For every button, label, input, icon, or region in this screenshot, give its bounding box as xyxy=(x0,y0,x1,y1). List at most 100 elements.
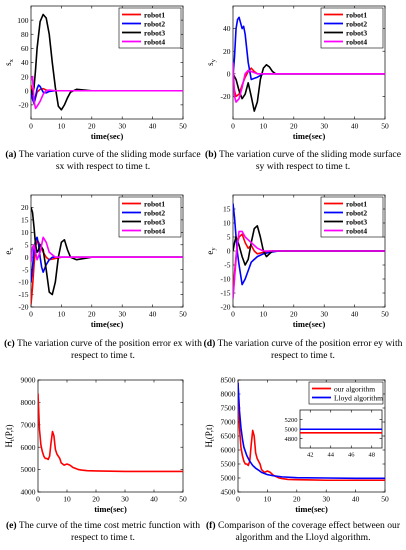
caption-e: (e) The curve of the time cost metric fu… xyxy=(3,520,203,543)
caption-d: (d) The variation curve of the position … xyxy=(203,338,403,361)
caption-text: The variation curve of the sliding mode … xyxy=(18,149,201,172)
x-tick-label: 50 xyxy=(179,122,187,131)
y-axis-label-sub: x xyxy=(8,58,15,62)
y-tick-label: 5000 xyxy=(21,465,36,474)
y-tick-label: 4500 xyxy=(221,488,236,497)
y-tick-label: 40 xyxy=(223,24,231,33)
y-tick-label: 5500 xyxy=(221,460,236,469)
y-tick-label: 6000 xyxy=(21,443,36,452)
y-tick-label: 7500 xyxy=(221,404,236,413)
chart-d: 0 10 20 30 40 50 -20 -15 -10 -5 0 5 10 15 time(sec) ey r… xyxy=(205,194,389,329)
series-line-our-algorithm xyxy=(238,382,385,482)
series-line-robot4 xyxy=(233,62,385,103)
y-tick-label: 5200 xyxy=(285,417,298,424)
x-axis-label: time(sec) xyxy=(91,131,124,141)
x-tick-label: 30 xyxy=(320,310,328,319)
y-tick-label: 0 xyxy=(227,247,231,256)
y-axis-label: ex xyxy=(3,247,15,255)
x-tick-label: 40 xyxy=(149,122,157,131)
y-tick-label: 60 xyxy=(21,44,29,53)
legend-label: Lloyd algorithm xyxy=(334,393,383,402)
x-tick-label: 20 xyxy=(88,310,96,319)
x-tick-label: 44 xyxy=(328,452,335,459)
x-tick-label: 0 xyxy=(29,310,33,319)
x-tick-label: 46 xyxy=(348,452,355,459)
y-tick-label: 100 xyxy=(17,16,29,25)
legend-label: robot2 xyxy=(144,19,165,28)
x-tick-label: 40 xyxy=(150,495,158,504)
legend-label: robot3 xyxy=(144,217,165,226)
y-axis-label-sub: y xyxy=(210,247,217,251)
y-axis-label-tail: (P,t) xyxy=(204,424,214,439)
y-tick-label: 4800 xyxy=(285,436,298,443)
caption-text: The variation curve of the position erro… xyxy=(17,338,202,361)
y-tick-label: 20 xyxy=(21,203,29,212)
x-tick-label: 0 xyxy=(236,495,240,504)
y-axis-label: ey xyxy=(205,247,217,255)
caption-b: (b) The variation curve of the sliding m… xyxy=(203,149,403,172)
y-tick-label: 5000 xyxy=(221,474,236,483)
x-tick-label: 30 xyxy=(118,310,126,319)
y-tick-label: 15 xyxy=(21,216,29,225)
y-tick-label: 5 xyxy=(25,240,29,249)
y-tick-label: 7000 xyxy=(221,418,236,427)
caption-text: The variation curve of the sliding mode … xyxy=(219,149,401,172)
x-tick-label: 10 xyxy=(260,122,268,131)
y-tick-label: -5 xyxy=(224,261,230,270)
x-tick-label: 10 xyxy=(58,310,66,319)
y-tick-label: 80 xyxy=(21,30,29,39)
caption-tag: (a) xyxy=(5,149,17,160)
series-line-robot4 xyxy=(31,236,183,263)
series-line-robot3 xyxy=(31,13,183,111)
y-axis-label: Ht(P,t) xyxy=(4,424,16,447)
y-tick-label: 20 xyxy=(223,47,231,56)
caption-tag: (f) xyxy=(205,520,216,531)
y-tick-label: 0 xyxy=(25,86,29,95)
legend-label: robot1 xyxy=(346,199,367,208)
x-axis-label: time(sec) xyxy=(295,504,328,514)
x-tick-label: 50 xyxy=(179,310,187,319)
y-tick-label: 8000 xyxy=(221,390,236,399)
caption-f: (f) Comparison of the coverage effect be… xyxy=(203,520,403,543)
legend-label: our algorithm xyxy=(334,384,375,393)
series-line-robot4 xyxy=(233,230,385,299)
y-tick-label: -5 xyxy=(22,265,28,274)
x-tick-label: 50 xyxy=(381,122,389,131)
series-line-cost xyxy=(38,393,183,473)
y-axis-label: sy xyxy=(205,58,217,66)
caption-text: Comparison of the coverage effect betwee… xyxy=(217,520,401,543)
y-axis-label-sub: t xyxy=(9,439,16,441)
x-tick-label: 30 xyxy=(322,495,330,504)
x-tick-label: 20 xyxy=(290,122,298,131)
x-tick-label: 42 xyxy=(307,452,314,459)
y-tick-label: 9000 xyxy=(21,376,36,385)
x-tick-label: 40 xyxy=(149,310,157,319)
legend-label: robot3 xyxy=(346,217,367,226)
x-tick-label: 30 xyxy=(320,122,328,131)
y-tick-label: -20 xyxy=(19,303,29,312)
x-tick-label: 20 xyxy=(88,122,96,131)
legend-label: robot4 xyxy=(346,226,367,235)
series-line-robot3 xyxy=(31,207,183,296)
inset-chart: 42 44 46 48 4800 5000 5200 xyxy=(285,409,383,459)
legend-label: robot3 xyxy=(144,28,165,37)
legend-label: robot2 xyxy=(346,208,367,217)
x-tick-label: 0 xyxy=(36,495,40,504)
y-tick-label: 6000 xyxy=(221,446,236,455)
y-axis-label-sub: y xyxy=(210,58,217,62)
caption-tag: (b) xyxy=(205,149,217,160)
y-tick-label: 15 xyxy=(223,205,231,214)
y-tick-label: -20 xyxy=(221,303,231,312)
y-tick-label: 40 xyxy=(21,58,29,67)
y-tick-label: 10 xyxy=(223,219,231,228)
legend-label: robot3 xyxy=(346,28,367,37)
y-tick-label: -20 xyxy=(221,92,231,101)
x-tick-label: 30 xyxy=(121,495,129,504)
x-tick-label: 40 xyxy=(352,495,360,504)
x-tick-label: 10 xyxy=(58,122,66,131)
legend-label: robot1 xyxy=(346,10,367,19)
x-tick-label: 10 xyxy=(63,495,71,504)
legend-label: robot1 xyxy=(144,199,165,208)
x-tick-label: 0 xyxy=(231,122,235,131)
